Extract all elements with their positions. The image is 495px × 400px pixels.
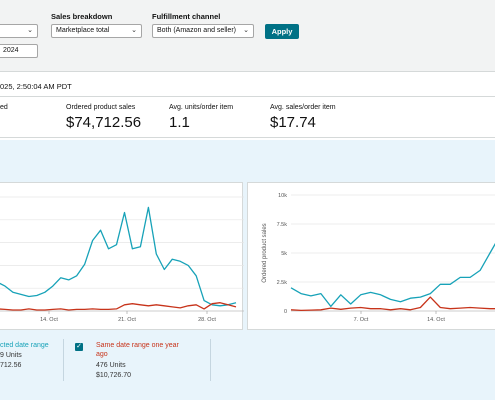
last-updated-timestamp: 025, 2:50:04 AM PDT [0, 82, 72, 91]
legend-compare-label-line2: ago [96, 351, 108, 358]
compare-checkbox[interactable]: ✓ [75, 343, 83, 351]
date-to-value: 2024 [3, 47, 19, 54]
chevron-down-icon: ⌄ [27, 27, 33, 34]
y-tick-label: 0 [284, 309, 287, 315]
x-tick-label: 14. Oct [40, 317, 58, 323]
fulfillment-channel-value: Both (Amazon and seller) [157, 27, 236, 34]
x-tick-label: 21. Oct [118, 317, 136, 323]
sales-breakdown-value: Marketplace total [56, 27, 110, 34]
legend-separator [210, 339, 211, 381]
fulfillment-channel-label: Fulfillment channel [152, 12, 221, 21]
kpi-sales-label: Ordered product sales [66, 104, 136, 111]
series-compare-line [0, 302, 237, 311]
units-chart-card: 14. Oct 21. Oct 28. Oct [0, 182, 244, 330]
kpi-units-per-item-label: Avg. units/order item [169, 104, 234, 111]
x-tick-label: 7. Oct [354, 317, 369, 323]
divider [0, 96, 495, 97]
legend-selected-units: 9 Units [0, 352, 22, 359]
y-tick-label: 2.5k [277, 280, 288, 286]
legend-compare-sales: $10,726.70 [96, 372, 132, 379]
chevron-down-icon: ⌄ [243, 27, 249, 34]
series-compare-line [290, 296, 495, 312]
y-tick-label: 7.5k [277, 222, 288, 228]
apply-button[interactable]: Apply [265, 24, 299, 39]
date-from-select[interactable]: ⌄ [0, 24, 38, 38]
divider [0, 137, 495, 138]
y-tick-label: 5k [281, 251, 287, 257]
fulfillment-channel-select[interactable]: Both (Amazon and seller) ⌄ [152, 24, 254, 38]
kpi-units-per-item-value: 1.1 [169, 114, 190, 131]
x-tick-label: 14. Oct [427, 317, 445, 323]
series-current-line [0, 206, 237, 307]
legend-selected-sales: 712.56 [0, 362, 22, 369]
y-axis-label: Ordered product sales [262, 223, 268, 282]
chevron-down-icon: ⌄ [131, 27, 137, 34]
units-ordered-chart: 14. Oct 21. Oct 28. Oct [0, 196, 244, 323]
sales-chart: 0 2.5k 5k 7.5k 10k Ordered product sales 7. Oc… [262, 193, 495, 323]
kpi-units-label: ed [0, 104, 8, 111]
x-tick-label: 28. Oct [198, 317, 216, 323]
y-tick-label: 10k [278, 193, 287, 199]
legend-separator [63, 339, 64, 381]
filter-bar: ⌄ 2024 Sales breakdown Marketplace total… [0, 0, 495, 72]
sales-breakdown-select[interactable]: Marketplace total ⌄ [51, 24, 142, 38]
date-to-input[interactable]: 2024 [0, 44, 38, 58]
legend-compare-units: 476 Units [96, 362, 126, 369]
checkmark-icon: ✓ [76, 343, 82, 350]
kpi-sales-per-item-label: Avg. sales/order item [270, 104, 336, 111]
sales-breakdown-label: Sales breakdown [51, 12, 113, 21]
kpi-sales-value: $74,712.56 [66, 114, 142, 131]
legend-selected-range-label: cted date range [0, 342, 49, 349]
kpi-sales-per-item-value: $17.74 [270, 114, 316, 131]
series-current-line [290, 242, 495, 308]
legend-compare-label-line1: Same date range one year [96, 342, 179, 349]
sales-chart-card: 0 2.5k 5k 7.5k 10k Ordered product sales 7. Oc… [247, 182, 495, 330]
